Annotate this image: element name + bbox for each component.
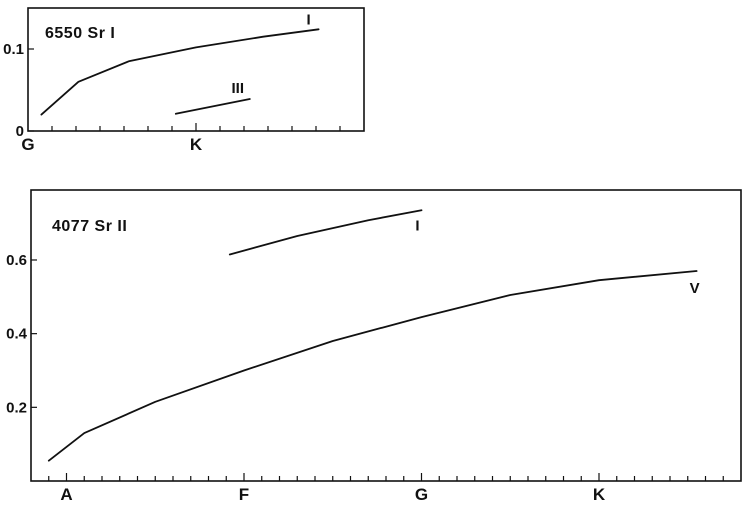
- x-tick-label: A: [60, 485, 72, 504]
- y-tick-label: 0.2: [6, 399, 27, 416]
- chart-title: 4077 Sr II: [52, 218, 127, 235]
- y-tick-label: 0.1: [3, 41, 24, 58]
- plot-frame: [30, 189, 742, 482]
- series-label: III: [232, 80, 245, 97]
- x-tick-label: K: [593, 485, 606, 504]
- series-line-v: [47, 270, 698, 462]
- series-label: I: [307, 11, 311, 28]
- series-label: V: [690, 280, 700, 297]
- x-tick-label: G: [21, 135, 34, 154]
- chart-panel-sr2: 4077 Sr II 0.2 0.4 0.6 A F G K I V: [6, 189, 742, 504]
- series-line-i: [228, 209, 423, 256]
- series-line-iii: [174, 98, 251, 115]
- x-tick-label: G: [415, 485, 428, 504]
- y-tick-label: 0.4: [6, 326, 28, 343]
- x-tick-label: F: [239, 485, 249, 504]
- chart-title: 6550 Sr I: [45, 25, 115, 42]
- x-tick-label: K: [190, 135, 203, 154]
- y-tick-label: 0: [16, 123, 24, 140]
- y-tick-label: 0.6: [6, 252, 27, 269]
- series-line-i: [40, 28, 320, 116]
- series-label: I: [415, 217, 419, 234]
